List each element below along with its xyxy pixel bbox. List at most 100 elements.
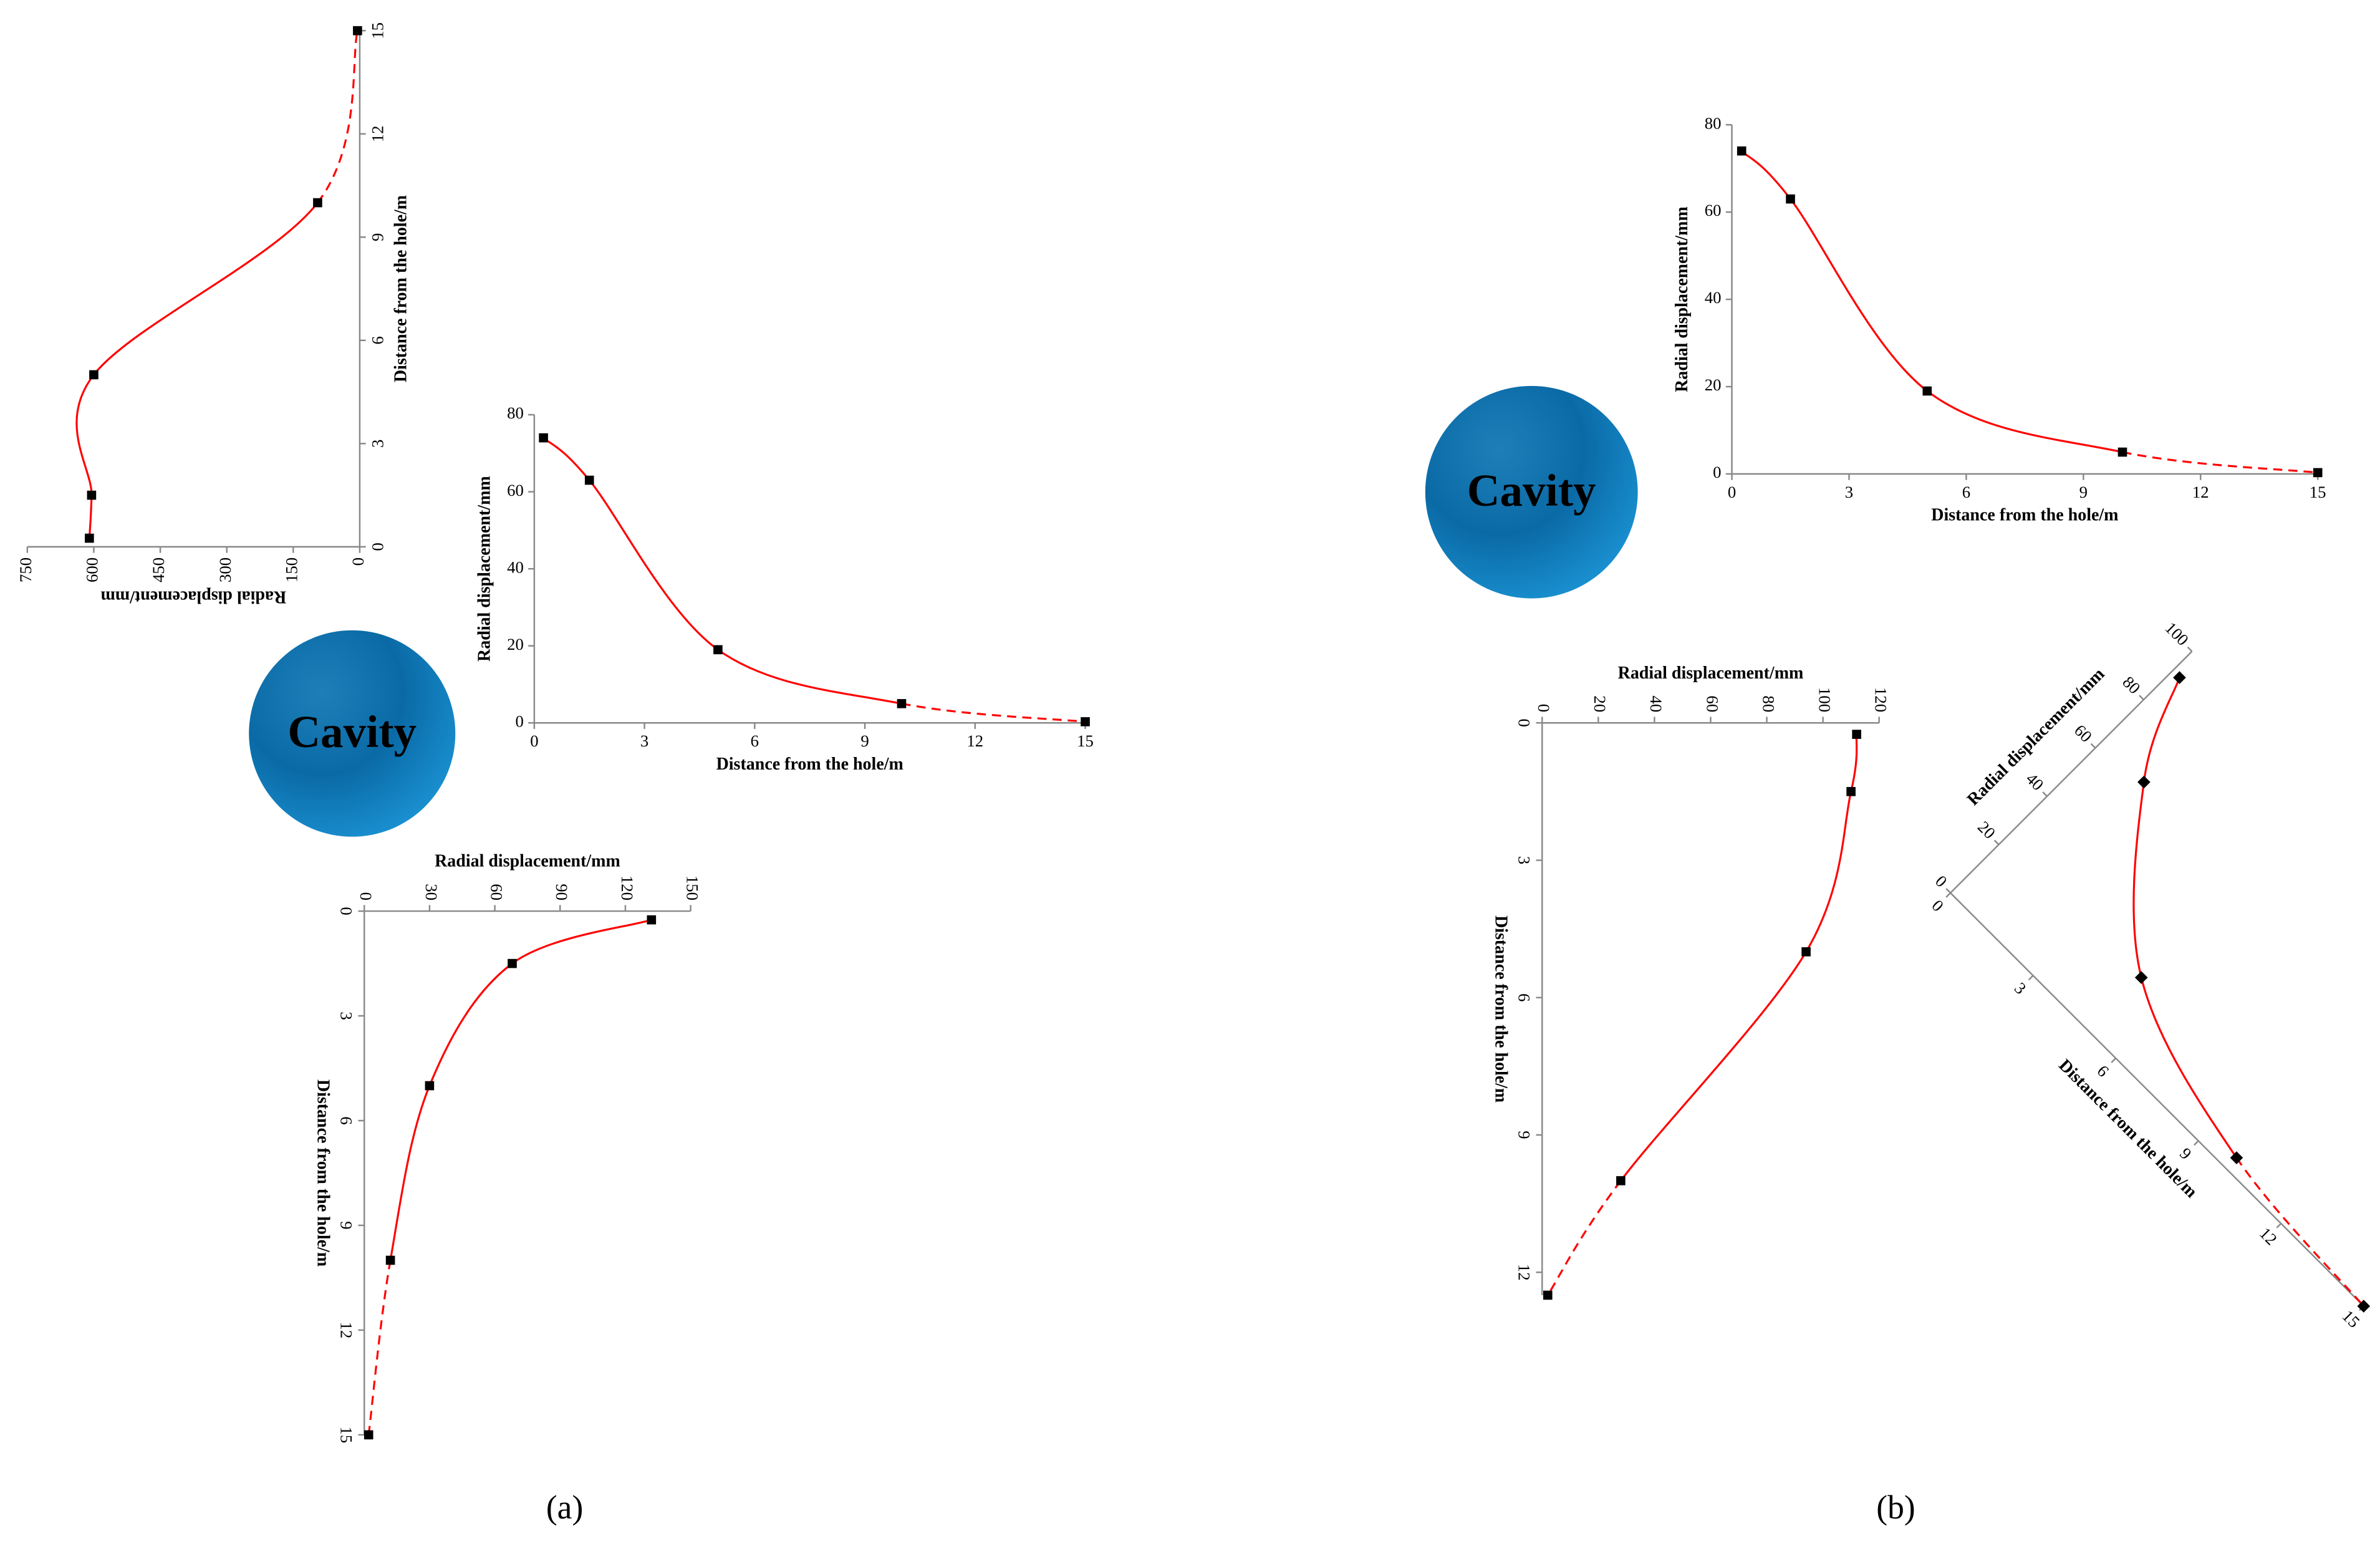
y-tick-label: 80 (507, 403, 524, 422)
y-axis-label: Radial displacement/mm (1618, 664, 1804, 683)
line-dashed (2122, 451, 2318, 474)
marker (897, 699, 907, 708)
x-tick-label: 15 (369, 22, 387, 39)
x-tick-label: 9 (369, 233, 387, 241)
y-tick-label: 0 (1932, 872, 1951, 891)
line-dashed (2235, 1157, 2364, 1307)
marker (584, 475, 594, 485)
y-tick-label: 60 (2071, 721, 2096, 746)
y-tick-label: 100 (1815, 687, 1834, 712)
x-axis-label: Distance from the hole/m (392, 195, 411, 382)
x-tick-label: 6 (337, 1116, 355, 1124)
y-tick-label: 750 (16, 557, 35, 582)
cavity-label: Cavity (1467, 465, 1596, 516)
y-tick-label: 150 (683, 876, 701, 900)
x-tick-label: 3 (369, 440, 387, 448)
y-axis-label: Radial displacement/mm (1672, 206, 1692, 392)
x-tick-label: 12 (2192, 483, 2209, 501)
y-tick-label: 150 (282, 557, 301, 582)
y-tick-label: 30 (422, 884, 441, 900)
x-tick-label: 3 (1515, 856, 1533, 864)
x-tick-label: 0 (1928, 896, 1947, 915)
marker (313, 198, 322, 208)
x-tick-label: 6 (1962, 483, 1970, 501)
y-tick-label: 100 (2161, 619, 2192, 650)
marker (1081, 717, 1090, 726)
marker (1616, 1176, 1626, 1185)
marker (2117, 447, 2127, 457)
y-tick-label: 80 (1705, 113, 1722, 132)
chart: 0 3 6 9 12 15 0 20 40 60 80 Distance from the hole/… (475, 403, 1094, 774)
x-tick-label: 0 (337, 907, 355, 915)
y-tick-label: 300 (216, 557, 234, 582)
x-axis-label: Distance from the hole/m (314, 1079, 333, 1267)
y-tick-label: 120 (618, 876, 637, 900)
y-tick-label: 0 (1534, 704, 1553, 712)
y-tick (1945, 888, 1951, 894)
x-tick-label: 0 (530, 731, 538, 750)
y-tick (1993, 839, 2000, 846)
y-tick-label: 80 (1759, 695, 1778, 712)
y-tick-label: 60 (1705, 201, 1722, 220)
y-tick (2042, 791, 2048, 797)
y-tick-label: 0 (515, 712, 523, 730)
cavity-circle (249, 630, 456, 837)
marker (1737, 146, 1746, 156)
x-tick (2276, 1223, 2282, 1228)
marker (1786, 194, 1795, 204)
marker (508, 958, 517, 968)
x-tick (2111, 1058, 2117, 1063)
x-tick-label: 3 (2011, 978, 2030, 998)
x-tick-label: 15 (337, 1427, 355, 1444)
marker (539, 433, 548, 443)
x-tick-label: 6 (2093, 1061, 2113, 1081)
marker (364, 1430, 373, 1440)
y-tick-label: 0 (349, 557, 367, 566)
cavity-label: Cavity (287, 707, 417, 757)
x-tick-label: 6 (751, 731, 759, 750)
x-axis-label: Distance from the hole/m (1931, 506, 2118, 525)
marker (1922, 386, 1932, 396)
x-tick-label: 9 (860, 731, 869, 750)
line-solid (1620, 734, 1858, 1182)
y-tick-label: 60 (1703, 695, 1722, 712)
y-tick (2187, 646, 2193, 652)
marker (2230, 1151, 2243, 1164)
line-dashed (367, 1260, 392, 1436)
x-tick (1945, 892, 1951, 898)
marker (647, 915, 657, 925)
x-tick-label: 3 (640, 731, 648, 750)
marker (1846, 787, 1856, 796)
y-tick-label: 20 (507, 635, 524, 654)
y-tick-label: 120 (1872, 687, 1891, 712)
line-solid (2132, 677, 2238, 1159)
y-tick-label: 0 (1713, 463, 1721, 481)
line-solid (75, 202, 319, 539)
x-tick-label: 9 (337, 1221, 355, 1229)
x-tick-label: 9 (2079, 483, 2088, 501)
x-axis (1950, 892, 2364, 1307)
y-tick-label: 450 (149, 557, 168, 582)
x-tick-label: 12 (966, 731, 983, 750)
y-tick-label: 20 (1974, 818, 1999, 842)
y-tick (2139, 695, 2144, 700)
y-tick-label: 80 (2119, 672, 2144, 697)
x-tick-label: 0 (1515, 719, 1533, 727)
marker (2134, 971, 2148, 984)
x-tick (2193, 1140, 2199, 1146)
line-solid (542, 437, 902, 705)
x-tick-label: 0 (1728, 483, 1736, 501)
y-tick-label: 40 (507, 557, 524, 576)
y-tick-label: 600 (83, 557, 102, 582)
line-dashed (901, 702, 1086, 723)
marker (2137, 775, 2151, 789)
y-tick-label: 40 (1705, 288, 1722, 307)
y-tick-label: 60 (507, 481, 524, 499)
y-tick (2090, 743, 2096, 749)
marker (87, 490, 97, 500)
